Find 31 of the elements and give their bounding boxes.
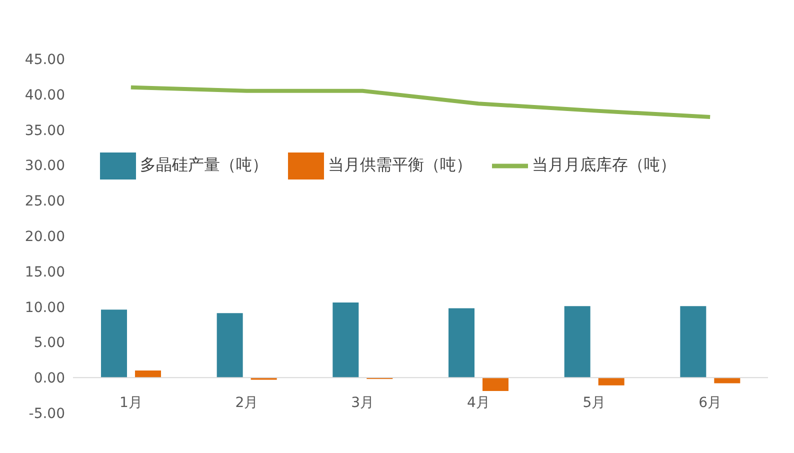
- x-tick-label: 2月: [235, 394, 258, 411]
- y-tick-label: 15.00: [24, 264, 65, 280]
- x-tick-label: 6月: [698, 394, 722, 411]
- x-tick-label: 1月: [119, 394, 142, 411]
- y-tick-label: 40.00: [24, 87, 65, 104]
- bar: [598, 378, 624, 386]
- legend-label: 多晶硅产量（吨）: [140, 155, 268, 174]
- y-tick-label: 25.00: [24, 194, 65, 210]
- y-tick-label: 20.00: [24, 228, 65, 245]
- line-series: [128, 85, 712, 120]
- bar: [101, 310, 127, 378]
- bar: [564, 306, 590, 378]
- bar: [135, 370, 161, 378]
- y-tick-label: 10.00: [24, 300, 65, 316]
- bar: [680, 306, 706, 378]
- y-tick-label: 30.00: [24, 158, 65, 174]
- bar: [332, 302, 359, 378]
- legend-label: 当月供需平衡（吨）: [328, 155, 472, 174]
- legend-label: 当月月底库存（吨）: [532, 155, 676, 174]
- x-tick-label: 3月: [351, 394, 374, 411]
- bar: [482, 378, 508, 392]
- y-tick-label: -5.00: [28, 406, 65, 422]
- x-tick-label: 5月: [582, 394, 606, 411]
- y-tick-label: 35.00: [24, 122, 65, 139]
- y-tick-label: 45.00: [24, 52, 65, 68]
- y-tick-label: 0.00: [34, 370, 65, 387]
- bar: [714, 378, 740, 384]
- x-tick-label: 4月: [466, 394, 490, 411]
- bar: [216, 313, 243, 378]
- bar: [448, 308, 474, 378]
- y-tick-label: 5.00: [34, 335, 65, 352]
